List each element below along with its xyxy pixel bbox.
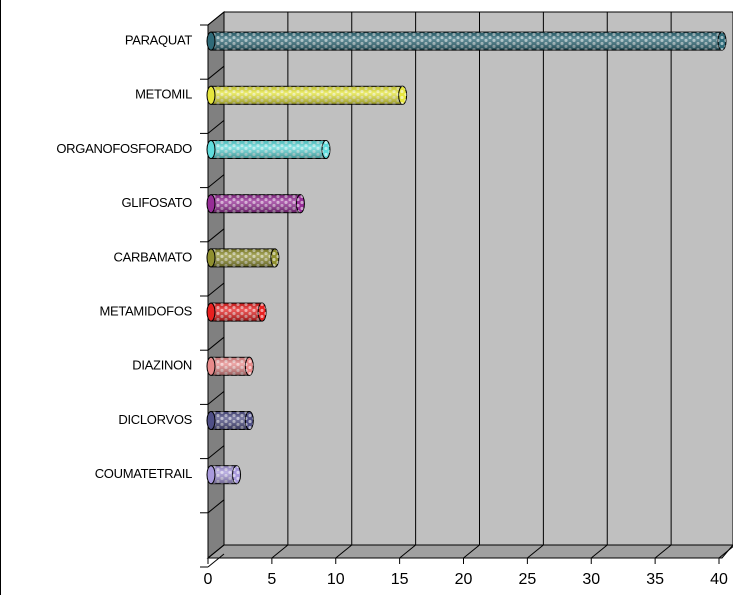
y-tick-label: COUMATETRAIL [95, 466, 192, 481]
x-tick-label: 15 [391, 571, 409, 588]
x-tick-label: 10 [327, 571, 345, 588]
x-tick-label: 25 [518, 571, 536, 588]
grid-line-floor [463, 544, 480, 559]
y-tick-label: ORGANOFOSFORADO [56, 141, 192, 156]
y-tick-label: METOMIL [135, 87, 192, 102]
y-tick-side [207, 228, 225, 243]
bar-start-cap [206, 140, 216, 159]
floor [206, 544, 733, 559]
bar-start-cap [206, 356, 216, 376]
y-tick-side [207, 391, 225, 405]
bar-shade [211, 411, 250, 430]
y-tick-side [207, 282, 225, 297]
bar-shade [211, 248, 275, 267]
bar-shade [211, 86, 403, 105]
y-tick-side [207, 336, 225, 351]
y-tick-side [207, 174, 225, 188]
x-tick-label: 40 [710, 571, 728, 588]
bar-end-cap-dots [258, 303, 267, 322]
grid-line-floor [207, 544, 225, 559]
grid-line-floor [718, 545, 733, 559]
grid-line-floor [335, 544, 353, 559]
x-tick-label: 5 [267, 571, 276, 588]
bar-end-cap-dots [296, 194, 305, 213]
y-tick-label: DICLORVOS [118, 412, 192, 427]
x-tick-label: 20 [455, 571, 473, 588]
y-tick-label: GLIFOSATO [121, 195, 192, 210]
y-tick-side [207, 553, 225, 568]
bar-shade [211, 357, 250, 376]
bar-start-cap [206, 31, 216, 51]
bar-end-cap-dots [245, 357, 254, 376]
bar-shade [211, 32, 722, 51]
y-tick-side [207, 445, 225, 459]
grid-line-floor [527, 544, 544, 559]
y-tick-label: DIAZINON [132, 358, 192, 373]
y-tick-label: METAMIDOFOS [99, 304, 192, 319]
grid-line-floor [654, 544, 672, 559]
grid-line-floor [271, 544, 289, 559]
bar-start-cap [206, 194, 216, 214]
bar-end-cap-dots [232, 465, 241, 484]
x-tick-label: 35 [646, 571, 664, 588]
bar-end-cap-dots [398, 86, 407, 105]
y-tick-side [207, 65, 225, 80]
bar-start-cap [206, 411, 216, 430]
y-tick-label: PARAQUAT [125, 33, 193, 48]
bar-start-cap [206, 465, 216, 485]
y-tick-side [207, 499, 225, 514]
bar-shade [211, 303, 263, 322]
bar-shade [211, 465, 237, 484]
bar-end-cap-dots [245, 411, 254, 430]
grid-line-floor [399, 544, 416, 559]
bar-start-cap [206, 302, 216, 322]
y-tick-side [207, 120, 225, 134]
bar-end-cap-dots [321, 140, 330, 159]
y-tick-side [207, 11, 225, 26]
x-tick-label: 30 [582, 571, 600, 588]
y-tick-label: CARBAMATO [114, 249, 193, 264]
bar-shade [211, 194, 301, 213]
bar-shade [211, 140, 326, 159]
bar-start-cap [206, 248, 216, 268]
grid-line-floor [590, 544, 608, 559]
x-tick-label: 0 [204, 571, 213, 588]
bar-end-cap-dots [270, 248, 279, 267]
bar-end-cap-dots [718, 32, 726, 51]
bar-start-cap [206, 85, 216, 105]
